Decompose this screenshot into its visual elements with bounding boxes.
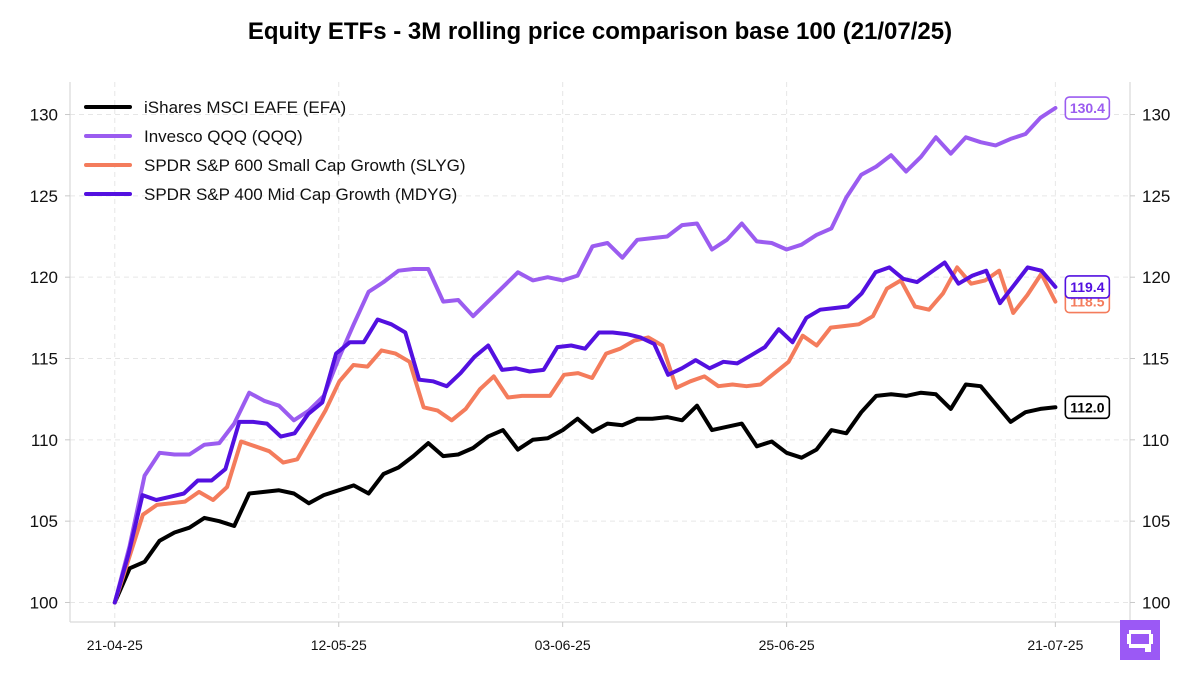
y-tick-label-right: 100 — [1142, 593, 1170, 612]
y-tick-label-right: 115 — [1142, 350, 1169, 369]
legend-label: SPDR S&P 400 Mid Cap Growth (MDYG) — [144, 185, 457, 204]
legend-label: iShares MSCI EAFE (EFA) — [144, 98, 346, 117]
y-tick-label: 125 — [30, 187, 58, 206]
x-tick-label: 12-05-25 — [311, 637, 367, 653]
end-label-box — [1064, 275, 1111, 299]
y-tick-label-right: 120 — [1142, 268, 1170, 287]
y-tick-label: 100 — [30, 593, 58, 612]
x-tick-label: 03-06-25 — [535, 637, 591, 653]
y-tick-label-right: 110 — [1142, 431, 1169, 450]
y-tick-label: 105 — [30, 512, 58, 531]
series-line-0 — [112, 382, 1058, 605]
y-tick-label: 110 — [31, 431, 58, 450]
chart-title: Equity ETFs - 3M rolling price compariso… — [247, 18, 953, 45]
end-value-label: 119.4 — [1070, 279, 1104, 295]
chart-axes — [65, 82, 1135, 627]
x-tick-label: 21-07-25 — [1027, 637, 1083, 653]
series-line-3 — [112, 260, 1058, 605]
y-tick-label: 130 — [30, 106, 58, 125]
x-tick-label: 21-04-25 — [87, 637, 143, 653]
x-tick-label: 25-06-25 — [759, 637, 815, 653]
brand-logo-icon — [1120, 620, 1160, 660]
y-tick-label: 115 — [31, 350, 58, 369]
series-line-2 — [112, 265, 1058, 605]
y-tick-label: 120 — [30, 268, 58, 287]
legend-label: Invesco QQQ (QQQ) — [144, 127, 303, 146]
end-label-box — [1064, 395, 1111, 420]
y-tick-label-right: 105 — [1142, 512, 1170, 531]
end-value-label: 112.0 — [1070, 399, 1104, 415]
series-lines — [112, 106, 1058, 605]
series-line-1 — [112, 106, 1058, 605]
tick-labels: 100 100 105 105 110 110 115 115 120 120 125 125 130 1… — [30, 106, 1171, 653]
legend-label: SPDR S&P 600 Small Cap Growth (SLYG) — [144, 156, 466, 175]
brand-logo — [1120, 620, 1160, 660]
end-label-box — [1064, 96, 1111, 120]
chart-legend: iShares MSCI EAFE (EFA) Invesco QQQ (QQQ)… — [84, 98, 466, 204]
y-tick-label-right: 125 — [1142, 187, 1170, 206]
y-tick-label-right: 130 — [1142, 106, 1170, 125]
end-value-label: 130.4 — [1070, 100, 1105, 116]
